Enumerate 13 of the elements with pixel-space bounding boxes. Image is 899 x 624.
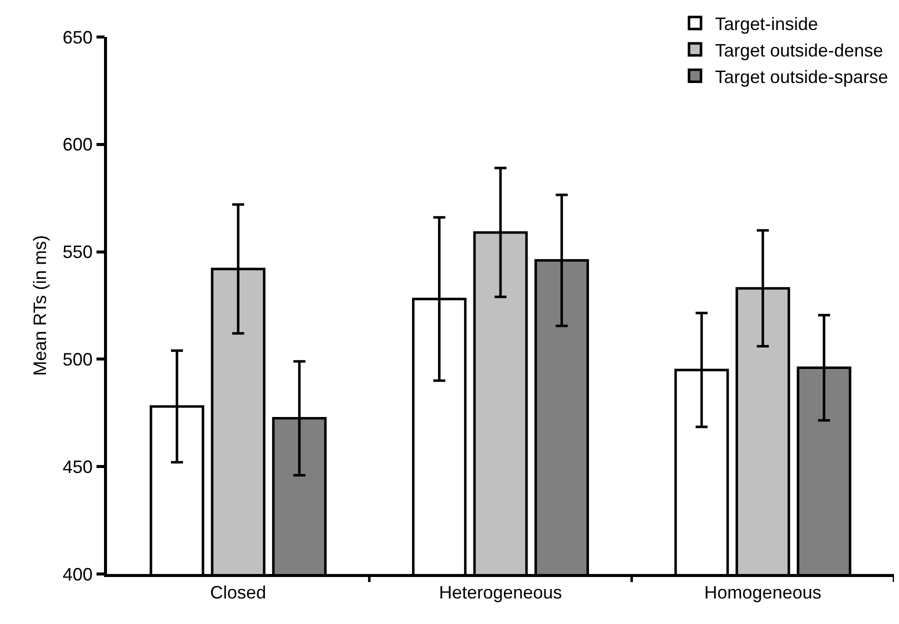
y-tick-label: 500 — [62, 350, 93, 370]
x-tick-label: Heterogeneous — [438, 582, 562, 602]
x-tick-label: Closed — [210, 582, 266, 602]
y-tick-label: 550 — [62, 242, 93, 262]
y-tick-label: 600 — [62, 134, 93, 155]
y-tick-label: 400 — [62, 564, 93, 584]
x-tick-label: Homogeneous — [704, 582, 822, 602]
legend-label: Target outside-dense — [715, 40, 884, 60]
y-tick-label: 650 — [62, 27, 93, 48]
legend-label: Target-inside — [715, 14, 818, 34]
y-tick-label: 450 — [62, 456, 93, 477]
legend-label: Target outside-sparse — [715, 66, 888, 87]
y-axis-title: Mean RTs (in ms) — [30, 235, 50, 376]
